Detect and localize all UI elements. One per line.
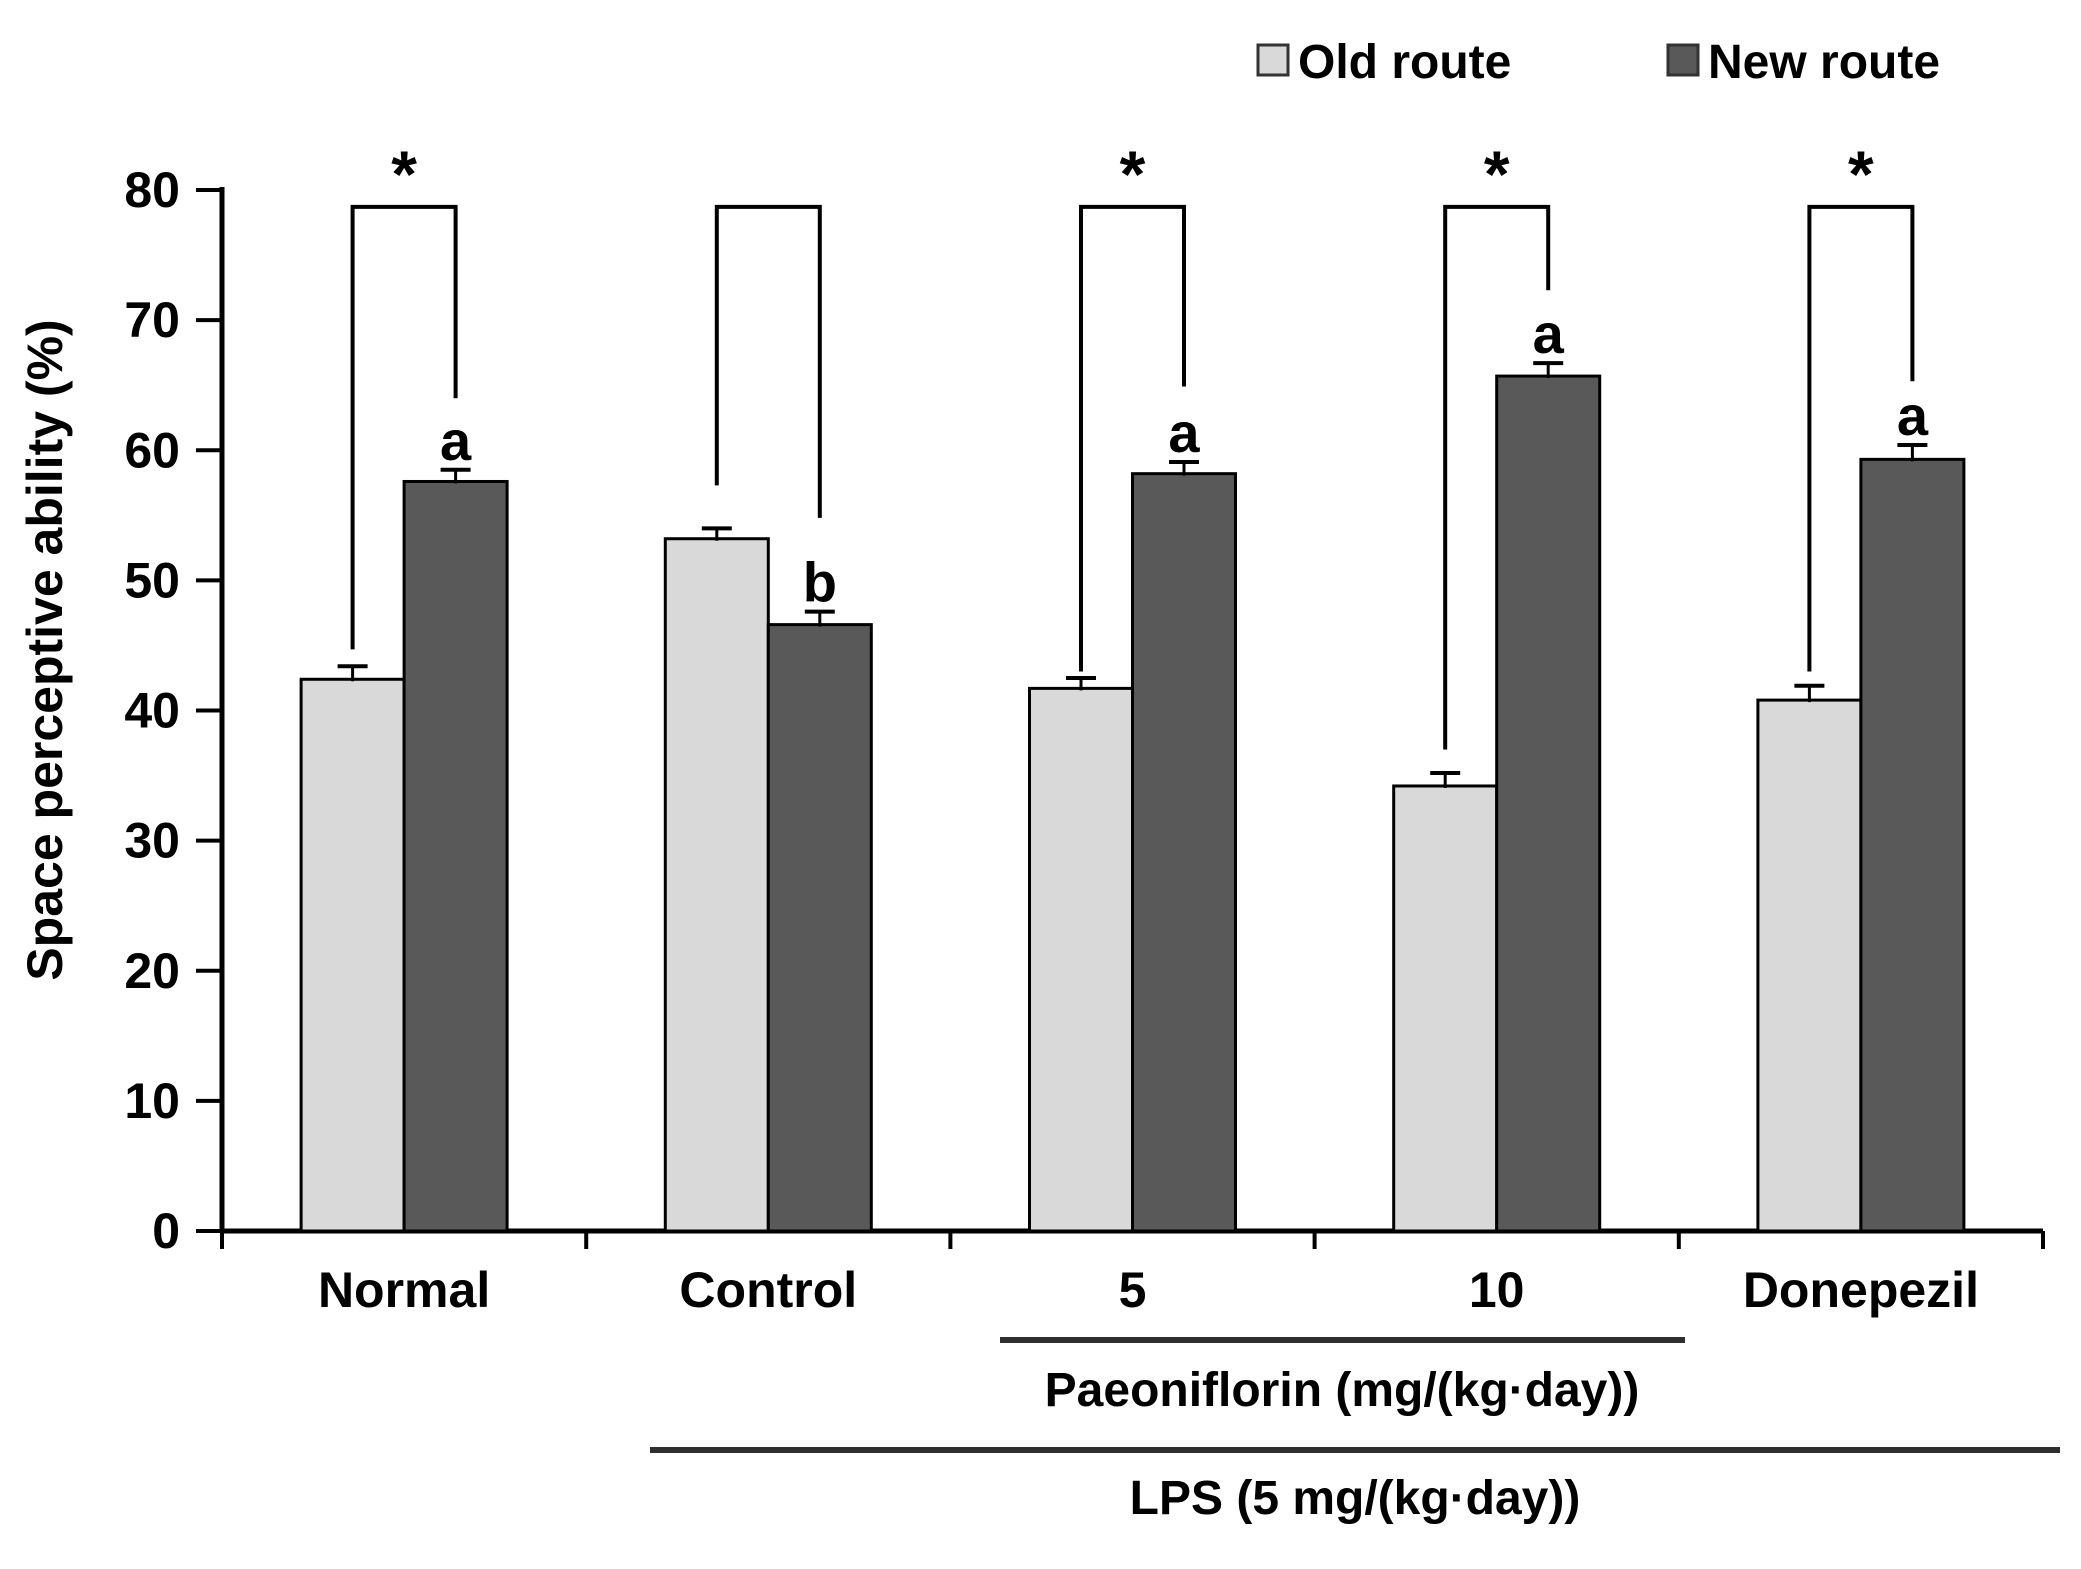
- bar-old-route-control: [663, 537, 770, 1233]
- sig-star-10: *: [1484, 137, 1510, 211]
- y-tick-label-30: 30: [124, 813, 180, 869]
- sig-bracket-10: [1443, 204, 1551, 750]
- sig-star-normal: *: [391, 137, 417, 211]
- legend-label-old-route: Old route: [1298, 36, 1511, 89]
- y-tick-label-20: 20: [124, 943, 180, 999]
- sig-letter-control: b: [803, 551, 837, 614]
- sig-star-donepezil: *: [1848, 137, 1874, 211]
- sig-star-5: *: [1120, 137, 1146, 211]
- sig-letter-5: a: [1168, 401, 1200, 464]
- sig-bracket-control: [714, 204, 822, 518]
- bar-new-route-donepezil: [1859, 457, 1966, 1233]
- y-tick-label-70: 70: [124, 292, 180, 348]
- legend-label-new-route: New route: [1708, 36, 1940, 89]
- y-tick-label-50: 50: [124, 552, 180, 608]
- sig-bracket-normal: [350, 204, 458, 650]
- sig-bracket-donepezil: [1807, 204, 1915, 672]
- bar-new-route-10: [1495, 374, 1602, 1233]
- legend-swatch-old-route: [1256, 43, 1290, 77]
- plot-area: 0 10 20 30 40 50 60 70 80 Normal Control 5 10 Donepez…: [124, 137, 2045, 1318]
- bar-new-route-normal: [402, 479, 509, 1233]
- group-annotations: Paeoniflorin (mg/(kg·day)) LPS (5 mg/(kg…: [650, 1337, 2060, 1525]
- y-tick-label-80: 80: [124, 162, 180, 218]
- bar-new-route-5: [1131, 472, 1237, 1233]
- bar-old-route-10: [1392, 784, 1499, 1233]
- sig-letter-normal: a: [440, 409, 472, 472]
- x-label-donepezil: Donepezil: [1743, 1262, 1979, 1318]
- bar-new-route-control: [766, 623, 873, 1233]
- y-axis-title: Space perceptive ability (%): [17, 319, 73, 980]
- sig-bracket-5: [1079, 204, 1186, 672]
- sig-letter-donepezil: a: [1897, 384, 1929, 447]
- y-tick-label-0: 0: [152, 1203, 180, 1259]
- y-tick-label-10: 10: [124, 1073, 180, 1129]
- bar-old-route-5: [1028, 686, 1134, 1233]
- x-label-5: 5: [1119, 1262, 1147, 1318]
- x-label-normal: Normal: [318, 1262, 490, 1318]
- y-tick-label-40: 40: [124, 683, 180, 739]
- bar-old-route-normal: [299, 677, 406, 1233]
- legend: Old route New route: [1256, 36, 1940, 89]
- x-label-control: Control: [679, 1262, 857, 1318]
- y-tick-label-60: 60: [124, 422, 180, 478]
- lps-span-label: LPS (5 mg/(kg·day)): [1130, 1472, 1581, 1525]
- sig-letter-10: a: [1533, 302, 1565, 365]
- bar-old-route-donepezil: [1756, 698, 1863, 1233]
- x-label-10: 10: [1469, 1262, 1525, 1318]
- paeoniflorin-span-label: Paeoniflorin (mg/(kg·day)): [1045, 1364, 1640, 1417]
- legend-swatch-new-route: [1666, 43, 1700, 77]
